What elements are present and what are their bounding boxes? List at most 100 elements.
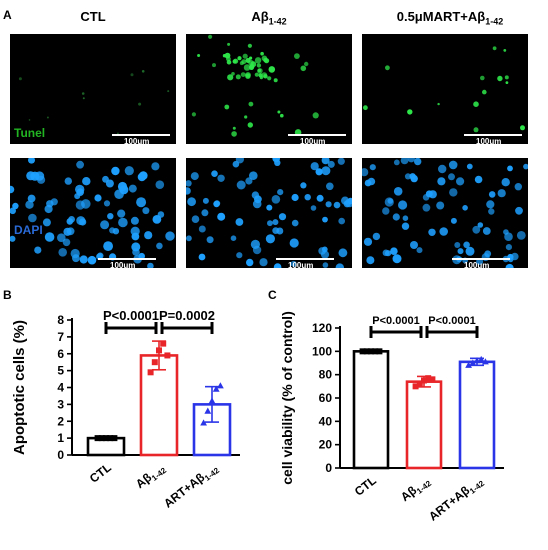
cell-nucleus — [236, 252, 243, 259]
cell-nucleus — [236, 180, 246, 190]
y-axis-label: cell viability (% of control) — [279, 311, 295, 484]
cell-nucleus — [450, 217, 457, 224]
cell-nucleus — [437, 102, 440, 106]
cell-nucleus — [242, 53, 248, 59]
data-point — [482, 358, 489, 365]
data-point — [111, 435, 118, 442]
cell-nucleus — [263, 74, 268, 79]
cell-nucleus — [472, 225, 481, 234]
cell-nucleus — [235, 218, 244, 226]
scale-bar — [288, 134, 346, 136]
cell-nucleus — [507, 165, 513, 172]
y-tick-label: 80 — [319, 368, 333, 382]
scale-bar — [98, 258, 156, 260]
cell-nucleus — [477, 222, 484, 228]
cell-nucleus — [347, 197, 352, 205]
cell-nucleus — [463, 241, 470, 249]
cell-nucleus — [271, 195, 281, 204]
p-value-label: P=0.0002 — [159, 308, 215, 323]
cell-nucleus — [497, 189, 506, 198]
y-axis-label: Apoptotic cells (%) — [11, 320, 28, 455]
cell-nucleus — [245, 72, 251, 78]
cell-nucleus — [76, 216, 86, 226]
data-point — [372, 348, 379, 355]
cell-nucleus — [280, 113, 284, 118]
data-point — [376, 348, 383, 355]
data-point — [421, 377, 427, 384]
cell-nucleus — [152, 215, 162, 224]
cell-nucleus — [333, 201, 341, 209]
cell-nucleus — [136, 197, 147, 208]
data-point — [103, 435, 109, 442]
data-point — [465, 361, 472, 368]
cell-nucleus — [404, 173, 412, 180]
cell-nucleus — [398, 200, 408, 210]
cell-nucleus — [81, 92, 85, 95]
cell-nucleus — [247, 43, 252, 48]
cell-nucleus — [151, 162, 160, 171]
cell-nucleus — [118, 217, 128, 228]
p-value-label: P<0.0001 — [372, 315, 419, 327]
cell-nucleus — [473, 101, 479, 107]
cell-nucleus — [410, 174, 418, 183]
data-point — [425, 375, 432, 382]
data-point — [164, 352, 171, 359]
cell-nucleus — [367, 177, 376, 186]
cell-nucleus — [488, 191, 496, 198]
cell-nucleus — [247, 122, 253, 128]
cell-nucleus — [156, 242, 163, 250]
cell-viability-chart: 0 20 40 60 80 100 120 cell viability (% of cont… — [279, 311, 504, 524]
cell-nucleus — [505, 81, 509, 84]
data-point — [429, 376, 436, 383]
cell-nucleus — [312, 112, 319, 119]
data-point — [151, 359, 158, 366]
scale-bar-label: 100um — [124, 137, 150, 146]
y-tick-label: 2 — [57, 414, 64, 428]
scale-bar-label: 100um — [476, 137, 502, 146]
cell-nucleus — [505, 244, 512, 251]
p-value-label: P<0.0001 — [103, 308, 159, 323]
cell-nucleus — [259, 258, 268, 267]
cell-nucleus — [141, 70, 145, 73]
cell-nucleus — [482, 89, 487, 95]
y-tick-label: 20 — [319, 438, 333, 452]
cell-nucleus — [130, 73, 134, 77]
data-point — [208, 397, 216, 404]
cell-nucleus — [50, 198, 58, 206]
data-point — [412, 383, 419, 390]
cell-nucleus — [267, 76, 272, 81]
cell-nucleus — [132, 248, 140, 256]
cell-nucleus — [206, 236, 214, 244]
cell-nucleus — [449, 188, 458, 197]
cell-nucleus — [321, 166, 331, 176]
cell-nucleus — [456, 177, 465, 186]
y-tick-label: 5 — [57, 364, 64, 378]
cell-nucleus — [102, 175, 109, 183]
cell-nucleus — [384, 197, 394, 207]
cell-nucleus — [250, 239, 260, 249]
cell-nucleus — [407, 109, 413, 115]
cell-nucleus — [289, 238, 299, 248]
y-tick-label: 1 — [57, 431, 64, 445]
cell-nucleus — [277, 189, 284, 196]
bar — [405, 380, 443, 470]
cell-nucleus — [422, 203, 431, 212]
data-point — [94, 435, 101, 442]
data-point — [477, 355, 485, 363]
cell-nucleus — [393, 187, 403, 196]
cell-nucleus — [256, 63, 262, 68]
cell-nucleus — [410, 241, 418, 249]
cell-nucleus — [34, 246, 42, 254]
bar — [458, 360, 496, 470]
cell-nucleus — [497, 75, 503, 82]
cell-nucleus — [457, 248, 464, 255]
cell-nucleus — [111, 166, 120, 176]
cell-nucleus — [75, 200, 85, 210]
column-title-subscript: 1-42 — [485, 16, 504, 27]
cell-nucleus — [272, 158, 280, 163]
cell-nucleus — [232, 126, 236, 130]
cell-nucleus — [119, 185, 129, 195]
category-label-main: CTL — [87, 460, 114, 485]
data-point — [363, 348, 370, 355]
cell-nucleus — [366, 256, 375, 265]
